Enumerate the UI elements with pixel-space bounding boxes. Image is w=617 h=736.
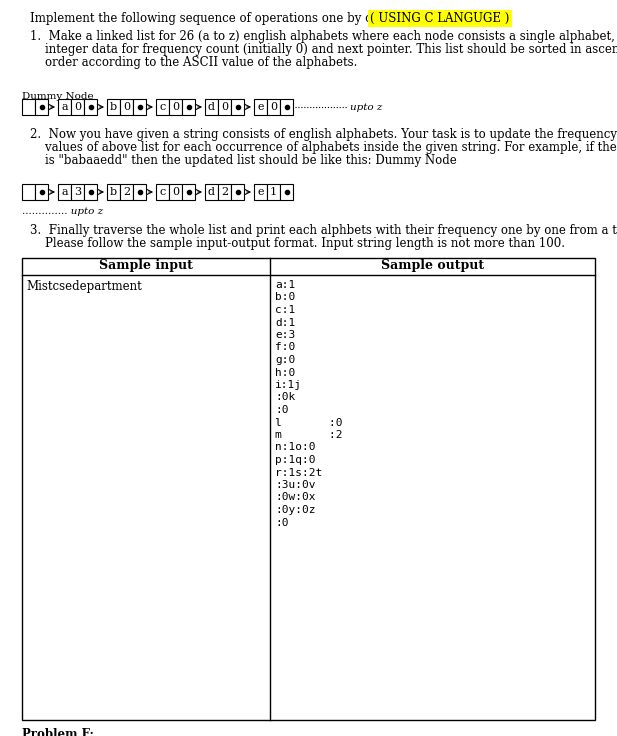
Text: :0w:0x: :0w:0x [275,492,315,503]
Bar [254,99,267,115]
Text: :0y:0z: :0y:0z [275,505,315,515]
Text: h:0: h:0 [275,367,296,378]
Bar [280,184,293,200]
Text: values of above list for each occurrence of alphabets inside the given string. F: values of above list for each occurrence… [30,141,617,154]
Bar [107,184,120,200]
Text: a: a [61,102,68,112]
Text: e: e [257,187,263,197]
Text: 3.  Finally traverse the whole list and print each alphbets with their frequency: 3. Finally traverse the whole list and p… [30,224,617,237]
Bar [133,99,146,115]
Text: r:1s:2t: r:1s:2t [275,467,322,478]
Text: b: b [110,187,117,197]
Bar [35,99,48,115]
Bar [231,99,244,115]
Bar [231,184,244,200]
Bar [22,99,35,115]
Bar [35,184,48,200]
Text: 0: 0 [172,102,179,112]
Text: d: d [208,187,215,197]
Text: g:0: g:0 [275,355,296,365]
Text: Problem F:: Problem F: [22,728,94,736]
Bar [120,184,133,200]
Text: b: b [110,102,117,112]
Bar [267,99,280,115]
Bar [156,184,169,200]
Text: n:1o:0: n:1o:0 [275,442,315,453]
Bar [280,99,293,115]
Text: Please follow the sample input-output format. Input string length is not more th: Please follow the sample input-output fo… [30,237,565,250]
Text: :0: :0 [275,517,289,528]
Bar [107,99,120,115]
Text: 0: 0 [172,187,179,197]
Text: d:1: d:1 [275,317,296,328]
Text: a:1: a:1 [275,280,296,290]
Bar [182,99,195,115]
Bar [22,184,35,200]
Text: ( USING C LANGUGE ): ( USING C LANGUGE ) [370,12,510,25]
Text: Mistcsedepartment: Mistcsedepartment [26,280,142,293]
Bar [205,184,218,200]
Bar [205,99,218,115]
Text: m       :2: m :2 [275,430,342,440]
Text: :0k: :0k [275,392,296,403]
Bar [169,99,182,115]
Text: integer data for frequency count (initially 0) and next pointer. This list shoul: integer data for frequency count (initia… [30,43,617,56]
Text: 2: 2 [123,187,130,197]
Text: order according to the ASCII value of the alphabets.: order according to the ASCII value of th… [30,56,357,69]
Text: :0: :0 [275,405,289,415]
Text: 0: 0 [123,102,130,112]
Text: l       :0: l :0 [275,417,342,428]
Text: 2: 2 [221,187,228,197]
Text: b:0: b:0 [275,292,296,302]
Text: c: c [159,187,165,197]
Text: f:0: f:0 [275,342,296,353]
Text: Implement the following sequence of operations one by one: Implement the following sequence of oper… [30,12,391,25]
Text: upto z: upto z [350,102,383,111]
Text: c:1: c:1 [275,305,296,315]
Text: Sample output: Sample output [381,260,484,272]
Bar [156,99,169,115]
Text: Sample input: Sample input [99,260,193,272]
Text: 1.  Make a linked list for 26 (a to z) english alphabets where each node consist: 1. Make a linked list for 26 (a to z) en… [30,30,617,43]
Bar [84,184,97,200]
Text: is "babaaedd" then the updated list should be like this: Dummy Node: is "babaaedd" then the updated list shou… [30,154,457,167]
Bar [84,99,97,115]
Text: 0: 0 [74,102,81,112]
Bar [22,258,595,720]
Text: 3: 3 [74,187,81,197]
Text: c: c [159,102,165,112]
Text: 2.  Now you have given a string consists of english alphabets. Your task is to u: 2. Now you have given a string consists … [30,128,617,141]
Text: 1: 1 [270,187,277,197]
Text: p:1q:0: p:1q:0 [275,455,315,465]
Text: 0: 0 [221,102,228,112]
Bar [133,184,146,200]
Text: e:3: e:3 [275,330,296,340]
Text: i:1j: i:1j [275,380,302,390]
Bar [254,184,267,200]
Bar [169,184,182,200]
Text: .............. upto z: .............. upto z [22,207,103,216]
Text: :3u:0v: :3u:0v [275,480,315,490]
Bar [218,184,231,200]
Bar [182,184,195,200]
Text: a: a [61,187,68,197]
Bar [58,99,71,115]
Text: Dummy Node: Dummy Node [22,92,94,101]
Bar [267,184,280,200]
Text: e: e [257,102,263,112]
Bar [58,184,71,200]
Bar [71,99,84,115]
Bar [218,99,231,115]
Text: 0: 0 [270,102,277,112]
Bar [71,184,84,200]
Bar [120,99,133,115]
Text: d: d [208,102,215,112]
